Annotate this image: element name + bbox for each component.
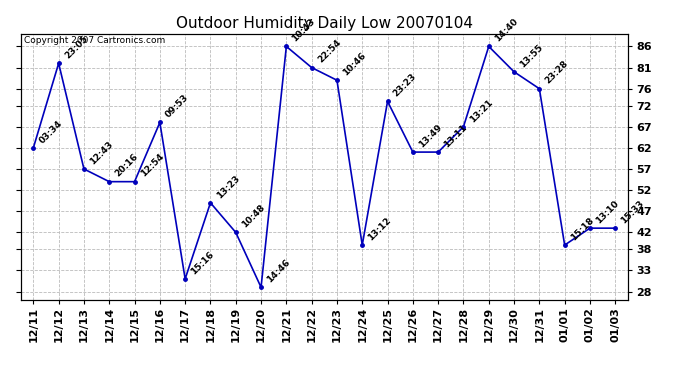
Text: 23:05: 23:05 bbox=[63, 34, 89, 60]
Text: 20:16: 20:16 bbox=[113, 152, 140, 179]
Text: 03:34: 03:34 bbox=[37, 118, 64, 145]
Text: 14:46: 14:46 bbox=[265, 258, 292, 285]
Text: Copyright 2007 Cartronics.com: Copyright 2007 Cartronics.com bbox=[23, 36, 165, 45]
Text: 13:11: 13:11 bbox=[442, 123, 469, 149]
Text: 12:54: 12:54 bbox=[139, 152, 166, 179]
Text: 12:43: 12:43 bbox=[88, 140, 115, 166]
Text: 13:55: 13:55 bbox=[518, 42, 545, 69]
Text: 23:28: 23:28 bbox=[544, 59, 570, 86]
Text: 13:21: 13:21 bbox=[468, 98, 494, 124]
Title: Outdoor Humidity Daily Low 20070104: Outdoor Humidity Daily Low 20070104 bbox=[176, 16, 473, 31]
Text: 15:16: 15:16 bbox=[189, 249, 216, 276]
Text: 10:46: 10:46 bbox=[341, 51, 368, 78]
Text: 13:12: 13:12 bbox=[366, 216, 393, 242]
Text: 15:33: 15:33 bbox=[620, 199, 646, 225]
Text: 13:23: 13:23 bbox=[215, 173, 242, 200]
Text: 10:43: 10:43 bbox=[290, 17, 317, 44]
Text: 09:53: 09:53 bbox=[164, 93, 190, 120]
Text: 15:18: 15:18 bbox=[569, 216, 595, 242]
Text: 23:23: 23:23 bbox=[392, 72, 418, 99]
Text: 13:10: 13:10 bbox=[594, 199, 620, 225]
Text: 22:54: 22:54 bbox=[316, 38, 342, 65]
Text: 14:40: 14:40 bbox=[493, 17, 520, 44]
Text: 10:48: 10:48 bbox=[240, 203, 266, 229]
Text: 13:49: 13:49 bbox=[417, 123, 444, 149]
